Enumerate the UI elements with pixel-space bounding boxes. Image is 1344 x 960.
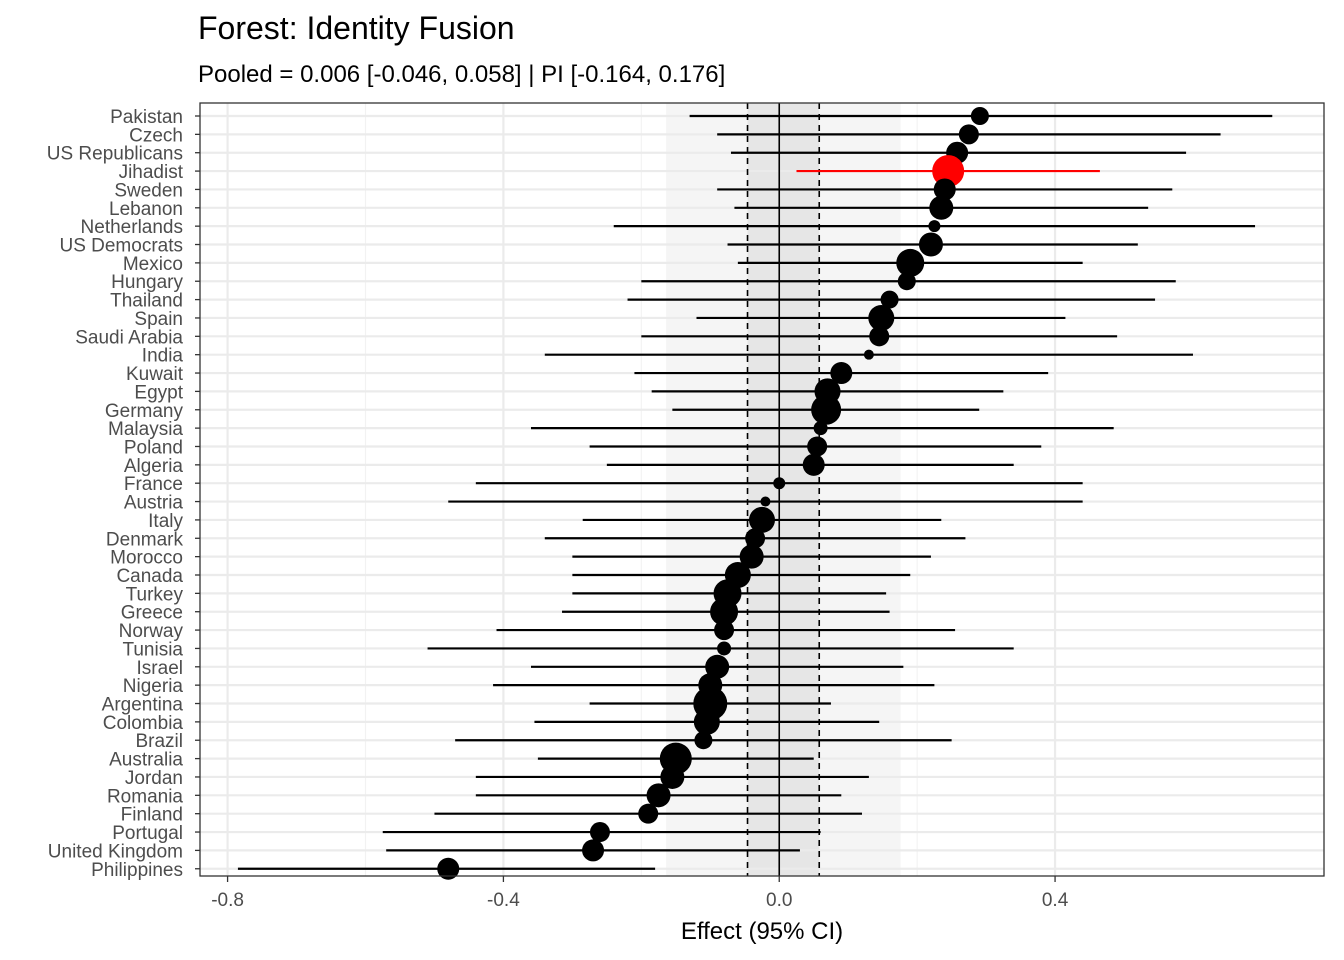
point-lebanon bbox=[929, 195, 954, 220]
point-morocco bbox=[739, 544, 764, 569]
y-tick-label-india: India bbox=[142, 346, 184, 367]
point-greece bbox=[710, 597, 739, 626]
x-tick-label-3: 0.4 bbox=[1042, 890, 1069, 911]
point-india bbox=[863, 349, 874, 360]
point-france bbox=[773, 477, 786, 490]
x-tick-label-1: -0.4 bbox=[487, 890, 520, 911]
y-tick-label-thailand: Thailand bbox=[110, 291, 183, 312]
y-tick-label-united-kingdom: United Kingdom bbox=[48, 841, 183, 862]
point-jihadist bbox=[932, 155, 965, 188]
point-finland bbox=[638, 803, 659, 824]
point-poland bbox=[807, 436, 828, 457]
y-tick-label-lebanon: Lebanon bbox=[109, 199, 183, 220]
y-tick-label-egypt: Egypt bbox=[134, 382, 183, 403]
point-malaysia bbox=[813, 421, 828, 436]
y-tick-label-malaysia: Malaysia bbox=[108, 419, 183, 440]
confidence-interval-band bbox=[747, 103, 820, 876]
y-tick-label-finland: Finland bbox=[121, 805, 183, 826]
point-sweden bbox=[933, 178, 956, 201]
y-tick-label-norway: Norway bbox=[119, 621, 184, 642]
y-tick-label-czech: Czech bbox=[129, 125, 183, 146]
y-tick-label-romania: Romania bbox=[107, 786, 183, 807]
y-tick-label-australia: Australia bbox=[109, 750, 183, 771]
study-rows bbox=[237, 107, 1273, 880]
point-czech bbox=[958, 124, 979, 145]
point-italy bbox=[749, 506, 775, 533]
y-tick-label-sweden: Sweden bbox=[114, 180, 183, 201]
y-tick-label-us-republicans: US Republicans bbox=[47, 144, 183, 165]
chart-title: Forest: Identity Fusion bbox=[198, 10, 515, 46]
point-pakistan bbox=[970, 107, 989, 125]
y-tick-label-germany: Germany bbox=[105, 401, 184, 422]
x-axis: -0.8 -0.4 0.0 0.4 bbox=[211, 876, 1069, 911]
y-tick-label-argentina: Argentina bbox=[102, 695, 184, 716]
point-colombia bbox=[693, 708, 720, 735]
y-tick-label-france: France bbox=[124, 474, 183, 495]
x-axis-label: Effect (95% CI) bbox=[681, 918, 843, 945]
y-tick-label-us-democrats: US Democrats bbox=[59, 236, 183, 257]
point-kuwait bbox=[830, 362, 853, 385]
point-brazil bbox=[694, 731, 713, 750]
y-tick-label-hungary: Hungary bbox=[111, 272, 183, 293]
y-tick-label-tunisia: Tunisia bbox=[122, 639, 183, 660]
point-norway bbox=[714, 620, 735, 641]
point-saudi-arabia bbox=[869, 326, 890, 347]
x-tick-label-2: 0.0 bbox=[766, 890, 792, 911]
point-us-democrats bbox=[918, 232, 943, 257]
y-tick-label-netherlands: Netherlands bbox=[81, 217, 183, 238]
point-mexico bbox=[896, 248, 925, 277]
point-jordan bbox=[660, 764, 685, 789]
point-algeria bbox=[802, 453, 825, 476]
point-philippines bbox=[437, 857, 460, 880]
y-tick-label-turkey: Turkey bbox=[126, 584, 184, 605]
point-united-kingdom bbox=[582, 839, 605, 862]
y-tick-label-brazil: Brazil bbox=[135, 731, 183, 752]
point-portugal bbox=[589, 822, 610, 843]
y-tick-label-saudi-arabia: Saudi Arabia bbox=[75, 327, 183, 348]
y-tick-label-algeria: Algeria bbox=[124, 456, 184, 477]
y-tick-label-jihadist: Jihadist bbox=[119, 162, 184, 183]
point-thailand bbox=[880, 290, 899, 309]
y-tick-label-greece: Greece bbox=[121, 603, 183, 624]
y-tick-label-nigeria: Nigeria bbox=[123, 676, 184, 697]
plot-panel-border bbox=[199, 102, 1325, 877]
point-israel bbox=[705, 654, 730, 679]
y-tick-label-portugal: Portugal bbox=[112, 823, 183, 844]
point-austria bbox=[760, 496, 771, 507]
y-tick-label-pakistan: Pakistan bbox=[110, 107, 183, 128]
y-tick-label-morocco: Morocco bbox=[110, 548, 183, 569]
y-tick-label-israel: Israel bbox=[137, 658, 183, 679]
point-spain bbox=[868, 304, 895, 331]
point-romania bbox=[646, 783, 671, 808]
point-germany bbox=[811, 394, 842, 425]
y-tick-label-italy: Italy bbox=[148, 511, 183, 532]
y-tick-label-kuwait: Kuwait bbox=[126, 364, 184, 385]
y-tick-label-philippines: Philippines bbox=[91, 860, 183, 881]
y-tick-label-canada: Canada bbox=[116, 566, 183, 587]
y-tick-label-jordan: Jordan bbox=[125, 768, 183, 789]
y-tick-label-mexico: Mexico bbox=[123, 254, 183, 275]
y-tick-label-austria: Austria bbox=[124, 493, 184, 514]
y-tick-label-denmark: Denmark bbox=[106, 529, 184, 550]
point-hungary bbox=[897, 272, 916, 291]
pooled-bands bbox=[666, 103, 901, 876]
point-tunisia bbox=[717, 641, 732, 656]
y-tick-label-colombia: Colombia bbox=[103, 713, 184, 734]
y-tick-label-poland: Poland bbox=[124, 437, 183, 458]
point-netherlands bbox=[928, 220, 941, 233]
reference-lines bbox=[746, 103, 821, 876]
x-tick-label-0: -0.8 bbox=[211, 890, 244, 911]
chart-subtitle: Pooled = 0.006 [-0.046, 0.058] | PI [-0.… bbox=[198, 61, 725, 88]
y-tick-label-spain: Spain bbox=[134, 309, 183, 330]
point-denmark bbox=[745, 528, 766, 549]
